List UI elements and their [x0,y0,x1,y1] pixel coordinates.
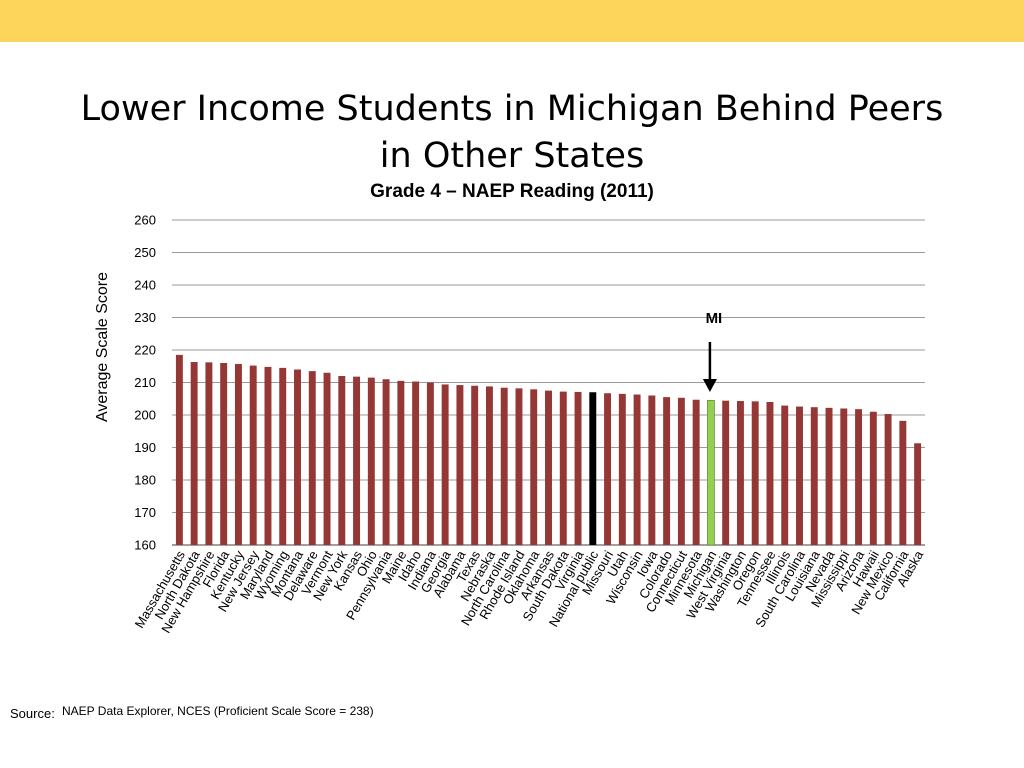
bar-maine [397,380,405,545]
bar-new-mexico [884,414,892,545]
annotation-arrow-head [702,379,717,392]
bar-vermont [323,372,331,545]
y-tick-label: 170 [134,505,156,520]
slide-title: Lower Income Students in Michigan Behind… [80,89,944,176]
y-tick-labels: 160 170 180 190 200 210 220 230 240 250 260 [134,213,156,553]
bar-kansas [353,376,361,545]
bar-louisiana [810,407,818,545]
bar-national-public [589,392,597,545]
bar-nevada [825,407,833,545]
bar-massachusetts [175,354,183,545]
y-tick-label: 230 [134,310,156,325]
bar-washington [736,401,744,545]
bar-wyoming [279,367,287,545]
y-tick-label: 240 [134,278,156,293]
bars [175,354,922,546]
bar-delaware [308,371,316,545]
bar-indiana [426,382,434,545]
bar-oklahoma [530,389,538,545]
bar-georgia [441,384,449,545]
bar-maryland [264,366,272,545]
bar-nebraska [485,386,493,545]
bar-oregon [751,401,759,545]
bar-pennsylvania [382,379,390,545]
bar-michigan [707,399,715,546]
bar-ohio [367,377,375,545]
bar-minnesota [692,399,700,545]
y-tick-label: 260 [134,213,156,228]
y-tick-label: 210 [134,375,156,390]
bar-california [899,420,907,545]
bar-florida [220,363,228,545]
bar-utah [618,393,626,545]
y-tick-label: 180 [134,473,156,488]
bar-north-dakota [190,362,198,545]
y-tick-label: 220 [134,343,156,358]
bar-iowa [648,395,656,545]
bar-new-hampshire [205,362,213,545]
bar-tennessee [766,402,774,545]
bar-rhode-island [515,388,523,545]
bar-arizona [855,409,863,545]
bar-mississippi [840,408,848,545]
bar-west-virginia [722,400,730,545]
y-tick-label: 250 [134,245,156,260]
bar-missouri [604,393,612,545]
bar-arkansas [545,390,552,545]
chart-title: Grade 4 – NAEP Reading (2011) [370,181,654,202]
bar-new-jersey [249,365,257,545]
bar-alabama [456,385,464,545]
bar-virginia [574,391,582,545]
y-axis-title: Average Scale Score [94,272,111,422]
bar-texas [471,385,479,545]
y-tick-label: 160 [134,538,156,553]
bar-hawaii [869,411,877,545]
top-accent-band [0,0,1024,42]
bar-montana [294,369,301,545]
bar-connecticut [677,397,685,545]
source-label: Source: [10,706,55,721]
bar-south-dakota [559,391,567,545]
source-text: NAEP Data Explorer, NCES (Proficient Sca… [62,704,374,718]
bar-illinois [781,405,789,545]
bar-alaska [914,443,922,545]
y-tick-label: 190 [134,440,156,455]
bar-kentucky [234,363,242,545]
bar-north-carolina [500,387,508,545]
bar-chart: Grade 4 – NAEP Reading (2011) Average Sc… [94,181,927,636]
bar-new-york [338,376,346,545]
bar-south-carolina [796,406,803,545]
bar-wisconsin [633,394,641,545]
bar-colorado [663,397,671,545]
bar-idaho [412,381,420,545]
michigan-annotation: MI [702,310,723,392]
annotation-label: MI [706,310,723,327]
y-tick-label: 200 [134,408,156,423]
